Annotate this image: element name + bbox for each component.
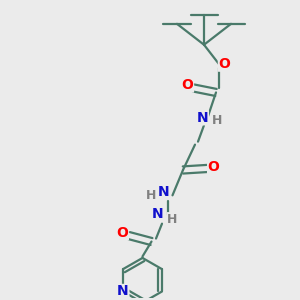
Text: O: O xyxy=(218,57,230,71)
Text: N: N xyxy=(158,185,169,199)
Text: O: O xyxy=(116,226,128,240)
Text: N: N xyxy=(197,111,208,125)
Text: O: O xyxy=(208,160,220,174)
Text: N: N xyxy=(117,284,129,298)
Text: N: N xyxy=(152,207,163,221)
Text: O: O xyxy=(182,78,194,92)
Text: H: H xyxy=(167,213,178,226)
Text: H: H xyxy=(212,114,223,127)
Text: H: H xyxy=(146,189,157,202)
